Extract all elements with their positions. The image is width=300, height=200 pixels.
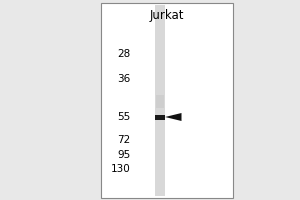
Text: 36: 36 (117, 74, 130, 84)
Bar (154, 114, 165, 119)
Text: 72: 72 (117, 135, 130, 145)
Text: 95: 95 (117, 150, 130, 160)
Text: Jurkat: Jurkat (149, 9, 184, 22)
Text: 28: 28 (117, 49, 130, 59)
Bar (156, 95, 164, 108)
Bar (100, 3, 232, 198)
Text: 130: 130 (111, 164, 130, 174)
Text: 55: 55 (117, 112, 130, 122)
Bar (154, 5, 165, 196)
Polygon shape (165, 113, 181, 121)
